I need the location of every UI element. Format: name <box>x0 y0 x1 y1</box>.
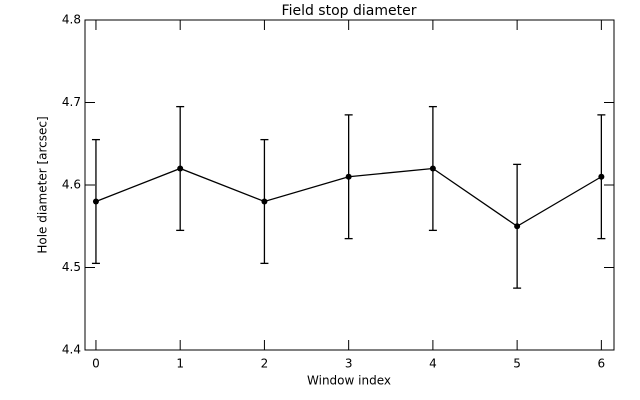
x-tick-label: 2 <box>261 357 269 371</box>
data-point <box>261 198 268 205</box>
x-tick-label: 6 <box>598 357 606 371</box>
x-tick-label: 1 <box>176 357 184 371</box>
data-point <box>429 165 436 172</box>
data-point <box>92 198 99 205</box>
y-tick-label: 4.8 <box>62 13 81 27</box>
x-tick-label: 0 <box>92 357 100 371</box>
data-point <box>177 165 184 172</box>
x-axis-label: Window index <box>307 374 391 388</box>
y-tick-label: 4.4 <box>62 343 81 357</box>
plot-frame <box>84 19 615 351</box>
chart-title: Field stop diameter <box>282 3 417 19</box>
data-point <box>345 173 352 180</box>
x-tick-label: 5 <box>513 357 521 371</box>
y-tick-label: 4.7 <box>62 95 81 109</box>
y-axis-label: Hole diameter [arcsec] <box>36 116 50 253</box>
y-tick-label: 4.6 <box>62 178 81 192</box>
y-tick-label: 4.5 <box>62 260 81 274</box>
data-point <box>514 223 521 230</box>
x-tick-label: 4 <box>429 357 437 371</box>
x-tick-label: 3 <box>345 357 353 371</box>
data-point <box>598 173 605 180</box>
